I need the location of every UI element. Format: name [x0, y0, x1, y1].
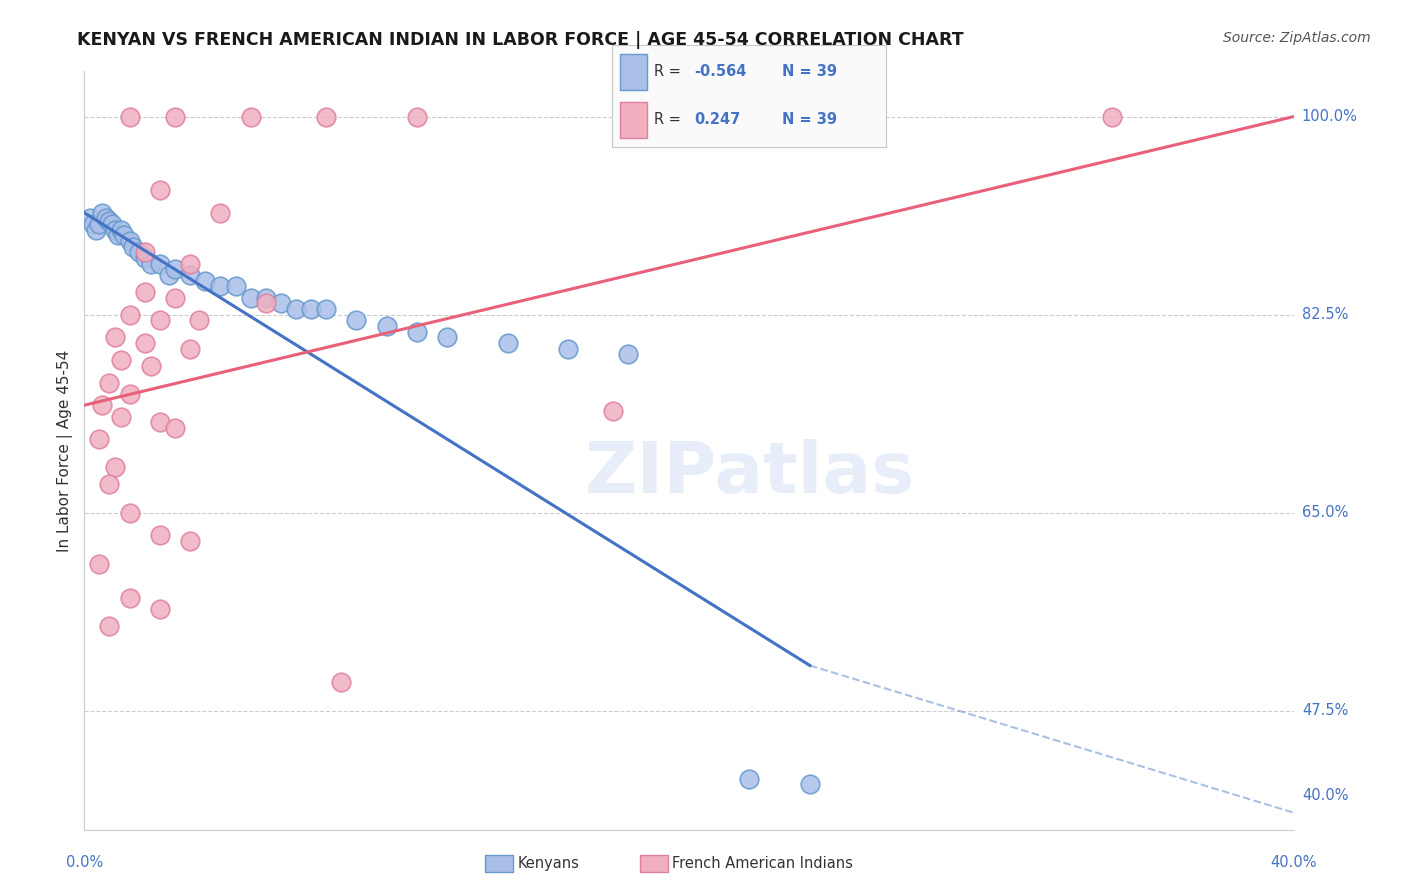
Point — [165, 421, 187, 435]
Point — [557, 342, 579, 356]
Point — [110, 409, 132, 424]
Point — [149, 602, 172, 616]
Text: 0.0%: 0.0% — [66, 855, 103, 870]
Point — [97, 376, 120, 390]
Point — [239, 291, 262, 305]
Text: Source: ZipAtlas.com: Source: ZipAtlas.com — [1223, 31, 1371, 45]
Point — [194, 274, 217, 288]
Point — [239, 110, 262, 124]
Point — [375, 318, 398, 333]
Point — [128, 245, 150, 260]
Point — [121, 240, 143, 254]
Point — [270, 296, 292, 310]
Point — [1101, 110, 1123, 124]
Text: -0.564: -0.564 — [695, 64, 747, 79]
Text: R =: R = — [654, 64, 686, 79]
Point — [254, 296, 277, 310]
Point — [165, 291, 187, 305]
Point — [149, 183, 172, 197]
Text: 47.5%: 47.5% — [1302, 703, 1348, 718]
Text: 82.5%: 82.5% — [1302, 307, 1348, 322]
Text: KENYAN VS FRENCH AMERICAN INDIAN IN LABOR FORCE | AGE 45-54 CORRELATION CHART: KENYAN VS FRENCH AMERICAN INDIAN IN LABO… — [77, 31, 965, 49]
Point — [110, 223, 132, 237]
Point — [139, 257, 162, 271]
Point — [104, 330, 127, 344]
Bar — [620, 54, 647, 90]
Point — [165, 262, 187, 277]
Point — [799, 777, 821, 791]
Point — [179, 268, 201, 282]
Point — [406, 110, 429, 124]
Point — [107, 228, 129, 243]
Point — [91, 206, 114, 220]
Text: 40.0%: 40.0% — [1302, 789, 1348, 803]
Point — [112, 228, 135, 243]
Text: R =: R = — [654, 112, 686, 128]
Point — [97, 619, 120, 633]
Point — [100, 217, 122, 231]
Point — [104, 223, 127, 237]
Text: 100.0%: 100.0% — [1302, 109, 1358, 124]
Point — [118, 308, 141, 322]
Point — [299, 301, 322, 316]
Text: N = 39: N = 39 — [782, 112, 837, 128]
Point — [94, 211, 117, 226]
Point — [617, 347, 640, 361]
Point — [157, 268, 180, 282]
Point — [134, 251, 156, 265]
Point — [89, 217, 111, 231]
Point — [91, 398, 114, 412]
Text: Kenyans: Kenyans — [517, 856, 579, 871]
Point — [104, 460, 127, 475]
Bar — [620, 102, 647, 138]
Point — [118, 234, 141, 248]
Text: French American Indians: French American Indians — [672, 856, 853, 871]
Point — [89, 432, 111, 446]
Point — [209, 279, 232, 293]
Point — [315, 301, 337, 316]
Point — [346, 313, 368, 327]
Point — [118, 110, 141, 124]
Point — [89, 557, 111, 571]
Point — [179, 342, 201, 356]
Point — [149, 313, 172, 327]
Point — [79, 211, 101, 226]
Text: ZIPatlas: ZIPatlas — [585, 439, 914, 508]
Point — [82, 217, 104, 231]
Point — [134, 335, 156, 350]
Point — [86, 223, 108, 237]
Point — [496, 335, 519, 350]
Point — [134, 245, 156, 260]
Point — [188, 313, 211, 327]
Point — [285, 301, 308, 316]
Point — [97, 477, 120, 491]
Text: 40.0%: 40.0% — [1270, 855, 1317, 870]
Point — [738, 772, 761, 786]
Point — [149, 528, 172, 542]
Point — [225, 279, 247, 293]
Point — [97, 213, 120, 227]
Point — [436, 330, 458, 344]
Point — [406, 325, 429, 339]
Point — [179, 257, 201, 271]
Point — [134, 285, 156, 299]
Text: N = 39: N = 39 — [782, 64, 837, 79]
Point — [330, 675, 353, 690]
Point — [179, 533, 201, 548]
Point — [149, 257, 172, 271]
Point — [165, 110, 187, 124]
Point — [209, 206, 232, 220]
Point — [315, 110, 337, 124]
Point — [149, 415, 172, 429]
Point — [118, 387, 141, 401]
Point — [254, 291, 277, 305]
Text: 0.247: 0.247 — [695, 112, 740, 128]
Point — [139, 359, 162, 373]
Point — [118, 591, 141, 605]
Y-axis label: In Labor Force | Age 45-54: In Labor Force | Age 45-54 — [58, 350, 73, 551]
Point — [118, 506, 141, 520]
Text: 65.0%: 65.0% — [1302, 505, 1348, 520]
Point — [110, 353, 132, 368]
Point — [602, 404, 624, 418]
